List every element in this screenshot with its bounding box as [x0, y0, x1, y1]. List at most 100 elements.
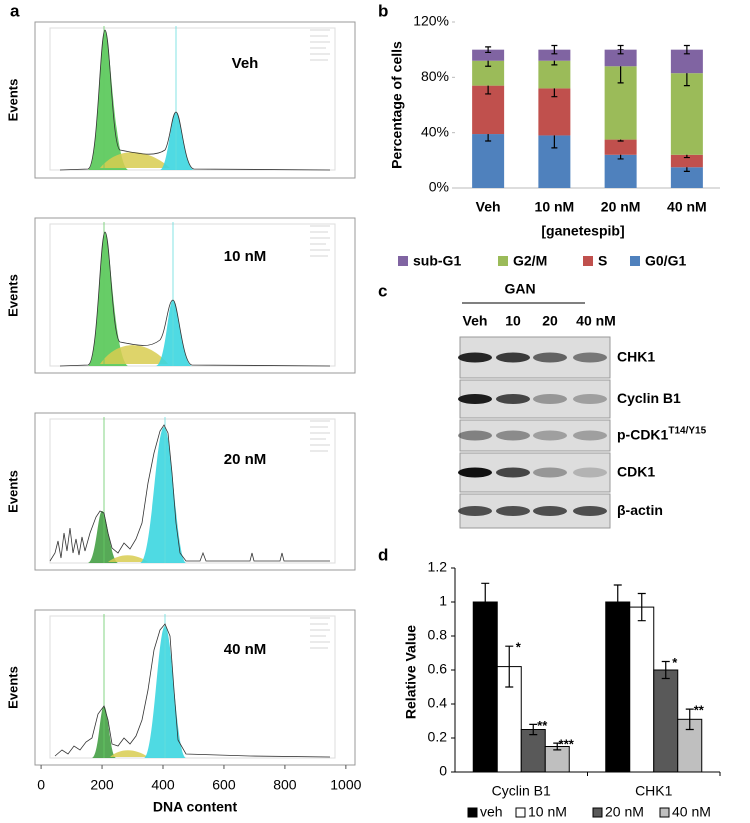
x-tick-label: 200 — [90, 777, 114, 793]
bar-segment — [604, 154, 637, 188]
error-bar — [553, 742, 562, 751]
blot-band — [573, 506, 607, 516]
panel-letter: b — [378, 1, 388, 20]
y-axis-label: Events — [5, 666, 20, 709]
legend-swatch — [398, 256, 408, 266]
y-axis-label: Percentage of cells — [389, 41, 405, 169]
bar — [605, 601, 631, 773]
sample-label: 20 nM — [224, 451, 267, 468]
legend-label: 20 nM — [605, 804, 644, 820]
error-bar — [683, 44, 690, 55]
x-tick-label: 0 — [37, 777, 45, 793]
bar-segment — [472, 134, 505, 188]
legend-swatch — [467, 807, 478, 818]
x-tick-label: 40 nM — [667, 199, 707, 215]
blot-band — [533, 394, 567, 404]
bar-segment — [670, 154, 703, 168]
legend-swatch — [630, 256, 640, 266]
error-bar — [617, 44, 624, 55]
bar — [653, 669, 679, 773]
flow-panel-3 — [34, 412, 356, 571]
lane-label: 10 — [505, 313, 521, 329]
panel-letter: c — [378, 281, 387, 300]
error-bar — [661, 660, 670, 680]
bar-segment — [670, 73, 703, 155]
y-tick-label: 0.8 — [428, 627, 448, 643]
blot-band — [496, 430, 530, 441]
legend-label: sub-G1 — [413, 253, 461, 269]
legend-label: G0/G1 — [645, 253, 686, 269]
y-tick-label: 120% — [413, 13, 449, 29]
sample-label: 10 nM — [224, 248, 267, 265]
blot-band — [573, 352, 607, 363]
row-name: CHK1 — [617, 348, 655, 364]
y-tick-label: 0 — [439, 763, 447, 779]
bar-segment — [670, 49, 703, 74]
x-tick-label: 400 — [151, 777, 175, 793]
legend-swatch — [498, 256, 508, 266]
row-name: Cyclin B1 — [617, 390, 681, 406]
blot-band — [533, 430, 567, 441]
legend-label: G2/M — [513, 253, 547, 269]
y-axis-label: Events — [5, 79, 20, 122]
legend-swatch — [659, 807, 670, 818]
bar — [472, 601, 498, 773]
y-axis-label: Events — [5, 274, 20, 317]
row-name: p-CDK1 — [617, 426, 669, 442]
x-axis-label: [ganetespib] — [541, 223, 624, 239]
bar-segment — [604, 49, 637, 67]
error-bar — [637, 592, 646, 622]
significance-label: *** — [559, 737, 575, 752]
y-tick-label: 40% — [421, 123, 449, 139]
x-tick-label: 10 nM — [535, 199, 575, 215]
legend-swatch — [583, 256, 593, 266]
error-bar — [613, 584, 622, 620]
blot-band — [533, 352, 567, 363]
x-axis-label: DNA content — [153, 799, 238, 815]
blot-row-label: CHK1 — [617, 348, 655, 364]
y-tick-label: 0.6 — [428, 661, 448, 677]
x-tick-label: Veh — [476, 199, 501, 215]
sample-label: Veh — [232, 55, 259, 72]
y-axis-label: Events — [5, 470, 20, 513]
y-tick-label: 1 — [439, 593, 447, 609]
y-tick-label: 80% — [421, 68, 449, 84]
x-tick-label: 1000 — [330, 777, 361, 793]
x-tick-label: Cyclin B1 — [492, 783, 551, 799]
sample-label: 40 nM — [224, 641, 267, 658]
y-tick-label: 0% — [429, 179, 449, 195]
lane-label: Veh — [463, 313, 488, 329]
blot-band — [496, 506, 530, 516]
x-tick-label: 20 nM — [601, 199, 641, 215]
blot-band — [458, 352, 492, 363]
bar-segment — [538, 49, 571, 61]
blot-band — [533, 506, 567, 516]
blot-band — [533, 467, 567, 478]
legend-label: S — [598, 253, 607, 269]
bar-segment — [670, 167, 703, 188]
blot-band — [458, 467, 492, 478]
significance-label: ** — [694, 703, 705, 718]
row-superscript: T14/Y15 — [668, 425, 706, 436]
significance-label: ** — [537, 718, 548, 733]
blot-band — [573, 394, 607, 404]
blot-band — [496, 394, 530, 404]
error-bar — [505, 645, 514, 688]
legend-label: 40 nM — [672, 804, 711, 820]
blot-band — [496, 467, 530, 478]
panel-letter: d — [378, 545, 388, 564]
panel-letter: a — [10, 1, 20, 20]
group-label: GAN — [504, 281, 535, 297]
legend-label: 10 nM — [528, 804, 567, 820]
blot-band — [573, 430, 607, 441]
blot-row-label: CDK1 — [617, 463, 655, 479]
blot-row-label: β-actin — [617, 502, 663, 518]
error-bar — [485, 46, 492, 54]
lane-label: 20 — [542, 313, 558, 329]
blot-band — [458, 394, 492, 404]
legend-label: veh — [480, 804, 503, 820]
error-bar — [481, 582, 490, 622]
blot-band — [458, 506, 492, 516]
flow-panel-4 — [34, 609, 356, 766]
